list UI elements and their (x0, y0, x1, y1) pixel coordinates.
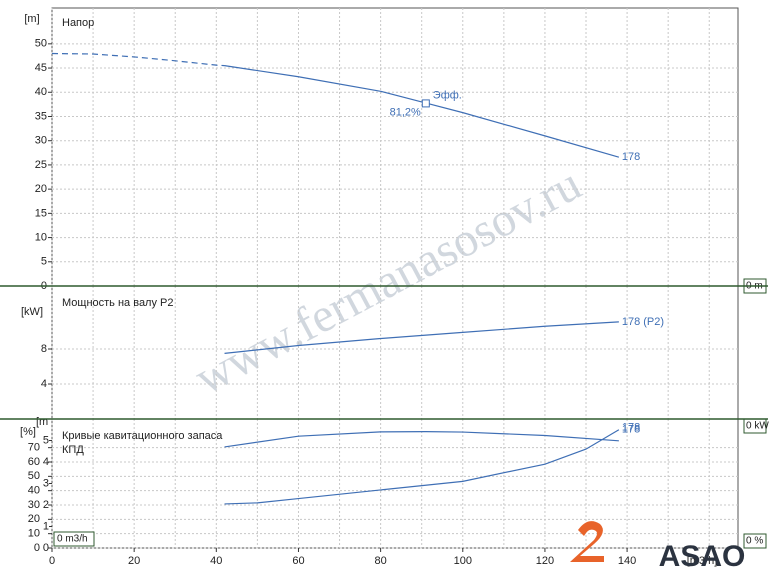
readout-box (53, 531, 95, 547)
efficiency-marker (421, 99, 430, 108)
panel-title: КПД (62, 444, 84, 456)
y2-tick-label: 1 (43, 520, 49, 532)
logo: ASAO (659, 540, 746, 571)
x-tick-label: 40 (210, 555, 222, 567)
y-tick-label: 40 (35, 86, 47, 98)
curve (51, 52, 225, 67)
panel-title: Кривые кавитационного запаса (62, 430, 223, 442)
readout: 0 % (746, 536, 763, 547)
y-tick-label: 5 (41, 256, 47, 268)
curve (224, 429, 620, 505)
panel-title: Мощность на валу P2 (62, 297, 174, 309)
y-axis-label: [kW] (21, 306, 43, 318)
curve (224, 431, 619, 448)
plot-frame (51, 7, 739, 549)
y2-tick-label: 3 (43, 477, 49, 489)
y-tick-label: 45 (35, 62, 47, 74)
readout-box (743, 533, 767, 549)
x-tick-label: 100 (454, 555, 472, 567)
y2-axis-label: [m (36, 416, 48, 428)
y2-tick-label: 4 (43, 456, 49, 468)
y-tick-label: 70 (28, 442, 40, 454)
x-tick-label: 140 (618, 555, 636, 567)
y-tick-label: 10 (28, 528, 40, 540)
panel-title: Напор (62, 17, 94, 29)
y2-tick-label: 5 (43, 434, 49, 446)
y-tick-label: 20 (35, 183, 47, 195)
y-tick-label: 40 (28, 485, 40, 497)
readout: 0 m3/h (57, 534, 88, 545)
efficiency-label: Эфф. (433, 89, 462, 101)
x-tick-label: 120 (536, 555, 554, 567)
y-tick-label: 35 (35, 110, 47, 122)
curve (224, 321, 619, 354)
curve (224, 65, 620, 158)
x-tick-label: 0 (49, 555, 55, 567)
readout: 0 kW (746, 421, 769, 432)
y-tick-label: 8 (41, 343, 47, 355)
efficiency-value: 81,2% (390, 106, 421, 118)
y-tick-label: 60 (28, 456, 40, 468)
y-tick-label: 30 (28, 499, 40, 511)
y-axis-label: [m] (24, 13, 39, 25)
y-tick-label: 20 (28, 513, 40, 525)
y-tick-label: 15 (35, 207, 47, 219)
series-label: 178 (622, 424, 640, 436)
y-tick-label: 30 (35, 135, 47, 147)
y-tick-label: 50 (28, 470, 40, 482)
y2-tick-label: 0 (43, 542, 49, 554)
x-tick-label: 20 (128, 555, 140, 567)
y2-tick-label: 2 (43, 499, 49, 511)
series-label: 178 (622, 151, 640, 163)
y-tick-label: 4 (41, 378, 47, 390)
series-label: 178 (P2) (622, 316, 664, 328)
y-tick-label: 10 (35, 231, 47, 243)
y-tick-label: 25 (35, 159, 47, 171)
x-axis-label: [m3/h] (687, 555, 718, 567)
y-axis-label: [%] (20, 426, 36, 438)
logo-icon (570, 521, 604, 562)
y-tick-label: 50 (35, 38, 47, 50)
x-tick-label: 80 (374, 555, 386, 567)
y-tick-label: 0 (34, 542, 40, 554)
x-tick-label: 60 (292, 555, 304, 567)
series-label: 178 (622, 422, 640, 434)
